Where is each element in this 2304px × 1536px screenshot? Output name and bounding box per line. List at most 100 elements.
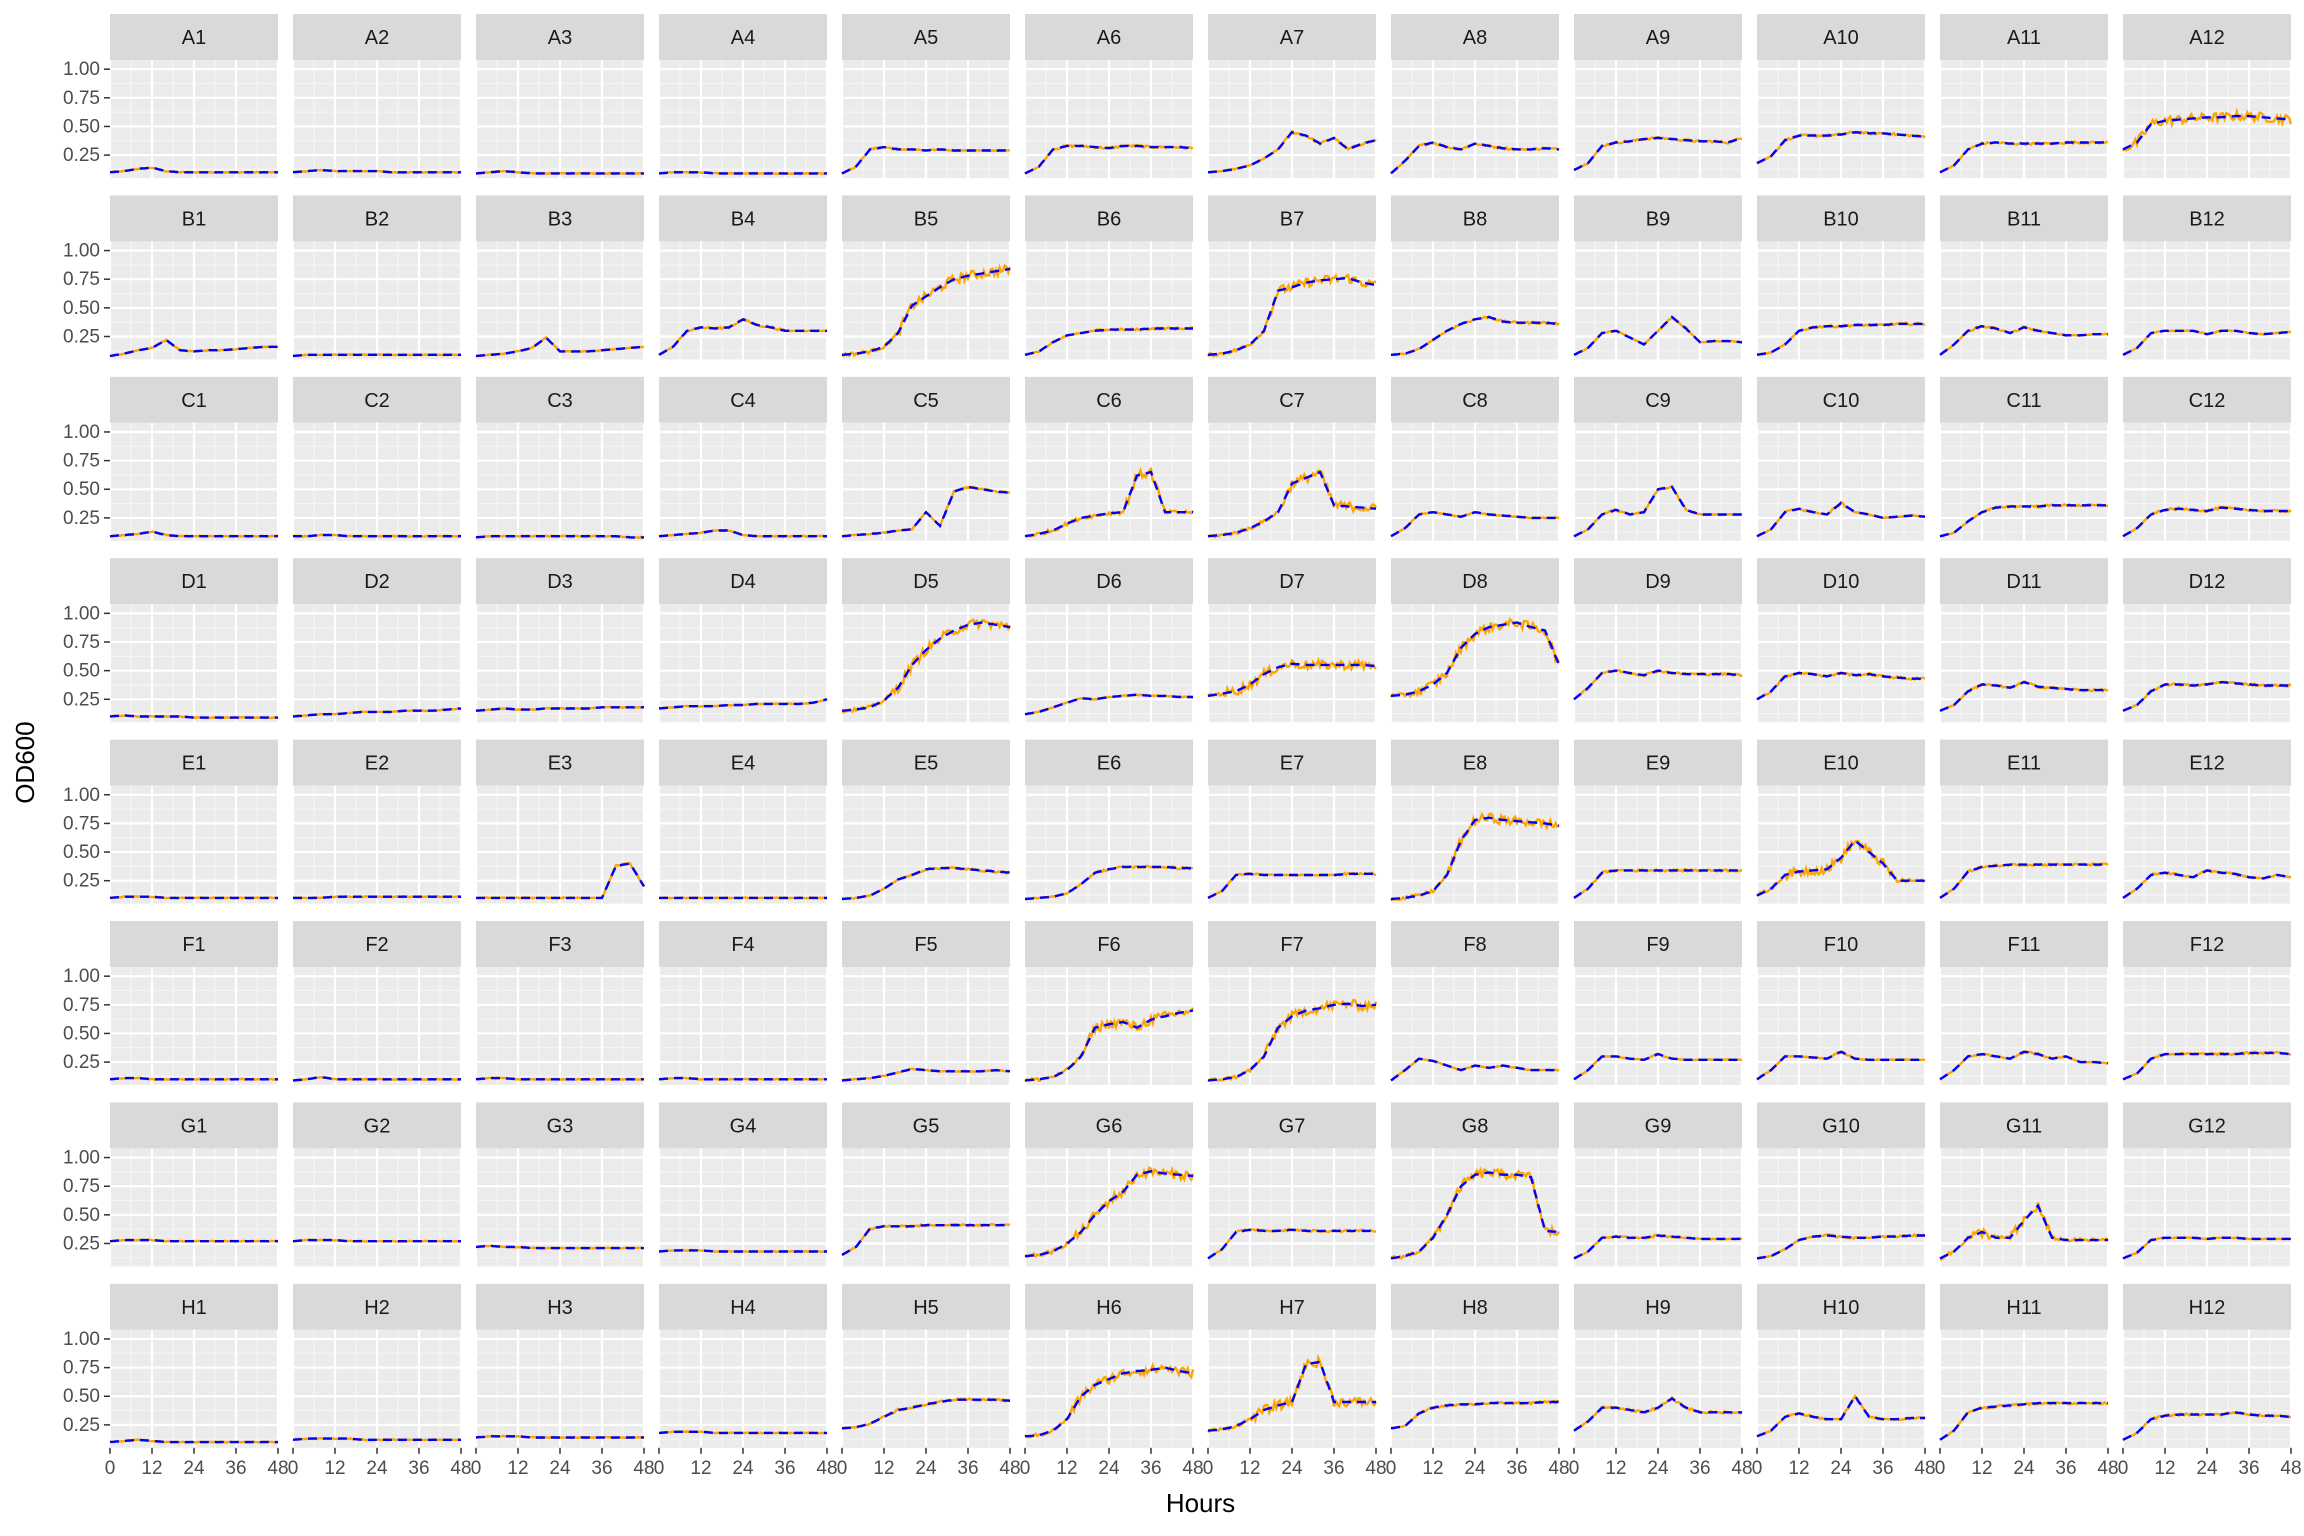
x-tick-label: 48 — [816, 1458, 837, 1479]
smoothed-od-line — [1207, 1002, 1377, 1082]
x-tick-label: 12 — [1788, 1458, 1809, 1479]
facet-strip-label: G8 — [1462, 1115, 1489, 1137]
smoothed-od-line — [1756, 1050, 1925, 1081]
raw-od-line — [841, 1397, 1011, 1430]
facet-panel-D3: D3 — [474, 558, 646, 723]
smoothed-od-line — [1573, 669, 1743, 701]
smoothed-od-line — [1573, 485, 1742, 538]
facet-strip — [1391, 195, 1559, 242]
facet-strip — [293, 739, 461, 786]
smoothed-od-line — [1939, 141, 2108, 174]
x-tick-label: 24 — [549, 1458, 571, 1479]
facet-panel-B11: B11 — [1938, 195, 2110, 360]
facet-strip — [1208, 1283, 1376, 1330]
facet-strip — [2123, 1283, 2291, 1330]
smoothed-od-line — [1390, 141, 1560, 175]
x-tick-label: 24 — [183, 1458, 205, 1479]
facet-strip — [293, 195, 461, 242]
facet-strip-label: F6 — [1097, 934, 1120, 956]
facet-strip-label: F1 — [182, 934, 205, 956]
facet-panel-G3: G3 — [474, 1102, 646, 1267]
facet-strip-label: C2 — [364, 390, 390, 412]
facet-strip-label: B10 — [1823, 208, 1859, 230]
facet-strip-label: G9 — [1645, 1115, 1672, 1137]
facet-strip — [1940, 376, 2108, 423]
facet-panel-G9: G9 — [1572, 1102, 1744, 1267]
y-tick-label: 1.00 — [63, 785, 100, 806]
facet-panel-A10: A10 — [1755, 14, 1927, 178]
facet-strip-label: G2 — [364, 1115, 391, 1137]
facet-strip-label: A4 — [731, 27, 755, 49]
facet-strip — [110, 195, 278, 242]
facet-strip-label: C11 — [2006, 390, 2041, 412]
facet-strip-label: H1 — [181, 1297, 207, 1319]
x-tick-label: 48 — [1182, 1458, 1203, 1479]
raw-od-line — [1390, 811, 1560, 902]
smoothed-od-line — [1390, 315, 1560, 356]
facet-panel-D10: D10 — [1755, 558, 1927, 723]
x-tick-label: 48 — [1365, 1458, 1386, 1479]
facet-panel-G11: G11 — [1938, 1102, 2110, 1267]
y-tick-label: 0.50 — [63, 298, 100, 319]
y-tick-label: 0.50 — [63, 1023, 100, 1044]
facet-panel-D9: D9 — [1572, 558, 1744, 723]
facet-panel-A1: A1 0.25 0.50 0.75 1.00 — [63, 14, 280, 178]
facet-strip — [1940, 558, 2108, 605]
y-tick-label: 1.00 — [63, 241, 100, 262]
smoothed-od-line — [1756, 838, 1925, 897]
x-tick-label: 0 — [1935, 1458, 1946, 1479]
raw-od-line — [1207, 1353, 1378, 1434]
x-tick-label: 12 — [690, 1458, 711, 1479]
facet-panel-C9: C9 — [1572, 376, 1744, 541]
facet-strip-label: E11 — [2007, 753, 2041, 775]
facet-strip-label: H11 — [2006, 1297, 2041, 1319]
facet-panel-E12: E12 — [2121, 739, 2293, 904]
facet-strip-label: F2 — [365, 934, 388, 956]
facet-panel-A5: A5 — [840, 14, 1012, 178]
facet-strip — [1391, 14, 1559, 60]
facet-strip — [1025, 376, 1193, 423]
facet-panel-G5: G5 — [840, 1102, 1012, 1267]
facet-strip-label: F9 — [1646, 934, 1669, 956]
smoothed-od-line — [1024, 693, 1193, 716]
x-tick-label: 12 — [324, 1458, 345, 1479]
y-tick-label: 0.50 — [63, 479, 100, 500]
facet-strip — [659, 921, 827, 967]
smoothed-od-line — [1756, 501, 1926, 538]
x-tick-label: 24 — [2013, 1458, 2035, 1479]
facet-panel-A9: A9 — [1572, 14, 1744, 178]
smoothed-od-line — [1207, 130, 1377, 174]
facet-panel-A8: A8 — [1389, 14, 1561, 178]
x-tick-label: 24 — [1281, 1458, 1303, 1479]
facet-strip-label: F11 — [2008, 934, 2041, 956]
facet-panel-C3: C3 — [474, 376, 646, 541]
facet-strip — [659, 1102, 827, 1149]
facet-panel-F5: F5 — [840, 921, 1012, 1085]
smoothed-od-line — [1939, 863, 2108, 899]
smoothed-od-line — [2122, 869, 2292, 899]
facet-strip-label: C6 — [1096, 390, 1122, 412]
facet-panel-D1: D1 0.25 0.50 0.75 1.00 — [63, 558, 280, 723]
facet-strip — [1574, 1102, 1742, 1149]
facet-panel-F10: F10 — [1755, 921, 1927, 1085]
raw-od-line — [1024, 1361, 1195, 1439]
x-tick-label: 0 — [837, 1458, 848, 1479]
y-tick-label: 0.50 — [63, 1205, 100, 1226]
smoothed-od-line — [658, 1076, 827, 1081]
facet-panel-F2: F2 — [291, 921, 463, 1085]
facet-panel-D8: D8 — [1389, 558, 1561, 723]
facet-strip-label: C10 — [1823, 390, 1860, 412]
smoothed-od-line — [475, 169, 644, 175]
y-tick-label: 1.00 — [63, 1329, 100, 1350]
x-tick-label: 0 — [2118, 1458, 2129, 1479]
facet-strip-label: F7 — [1280, 934, 1303, 956]
facet-strip — [1025, 1102, 1193, 1149]
x-tick-label: 48 — [1548, 1458, 1569, 1479]
y-tick-label: 0.75 — [63, 995, 100, 1016]
x-tick-label: 24 — [1464, 1458, 1486, 1479]
y-tick-label: 0.75 — [63, 269, 100, 290]
facet-panel-C2: C2 — [291, 376, 463, 541]
y-axis-title: OD600 — [10, 721, 40, 803]
x-tick-label: 12 — [141, 1458, 162, 1479]
